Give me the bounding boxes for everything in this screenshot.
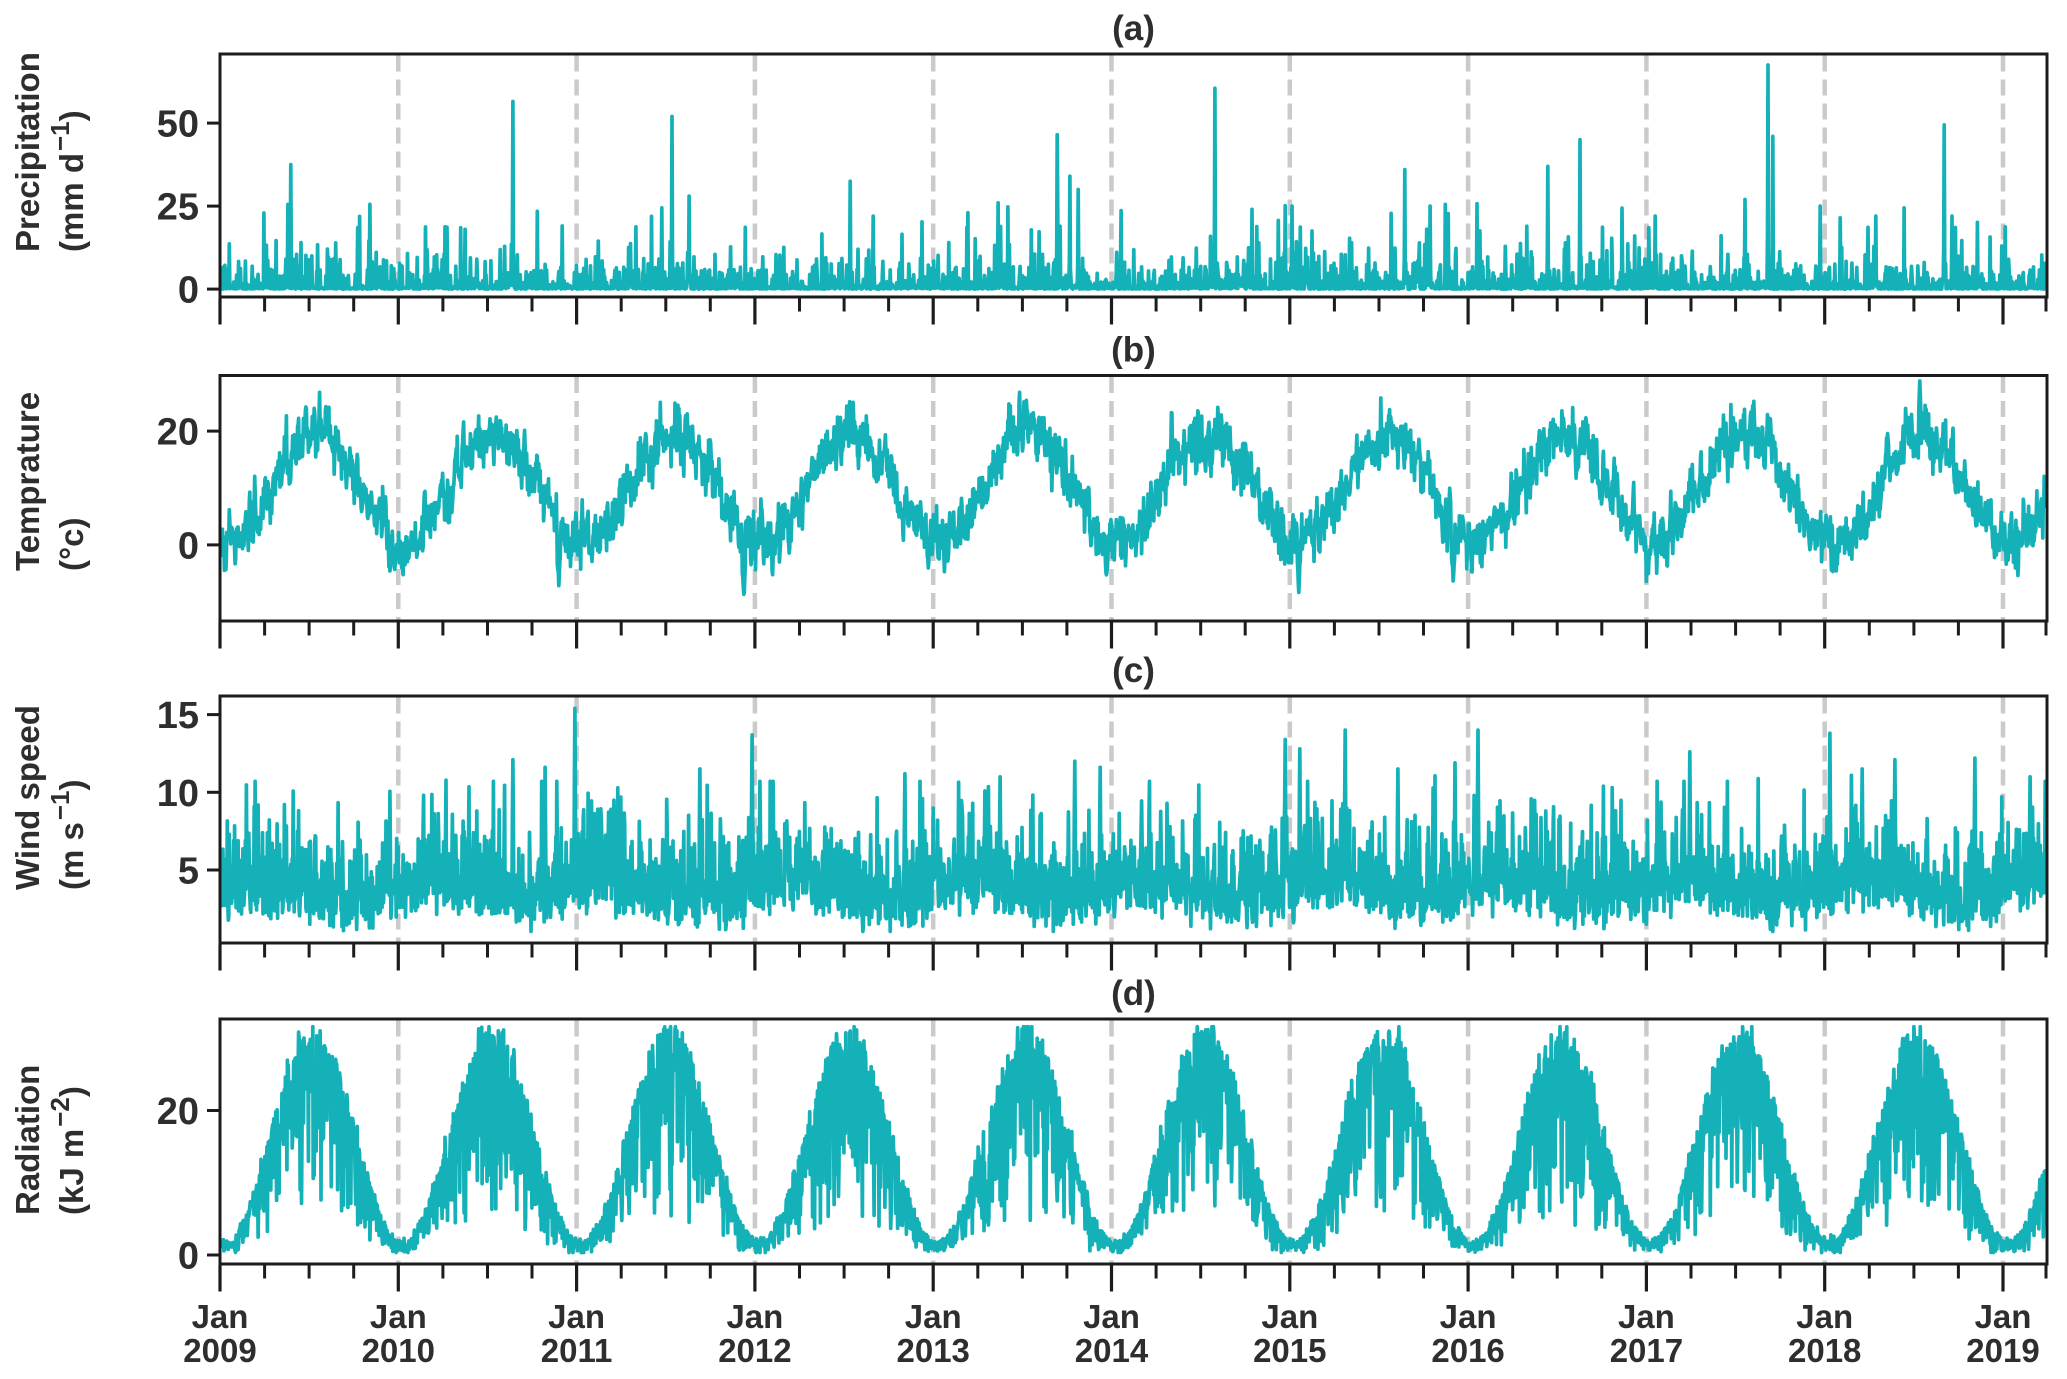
svg-text:50: 50 xyxy=(157,104,199,146)
svg-text:2014: 2014 xyxy=(1075,1332,1149,1369)
svg-text:Jan: Jan xyxy=(1261,1298,1318,1335)
svg-text:Radiation: Radiation xyxy=(9,1065,46,1215)
svg-text:(°c): (°c) xyxy=(53,517,90,571)
svg-text:2010: 2010 xyxy=(362,1332,435,1369)
svg-text:Wind speed: Wind speed xyxy=(9,705,46,890)
svg-text:25: 25 xyxy=(157,187,199,229)
svg-text:Jan: Jan xyxy=(1796,1298,1853,1335)
svg-text:(c): (c) xyxy=(1112,651,1155,690)
svg-text:2018: 2018 xyxy=(1788,1332,1861,1369)
svg-text:Jan: Jan xyxy=(1975,1298,2032,1335)
svg-text:(d): (d) xyxy=(1111,974,1156,1013)
svg-text:Jan: Jan xyxy=(1083,1298,1140,1335)
svg-text:Jan: Jan xyxy=(1618,1298,1675,1335)
svg-text:(b): (b) xyxy=(1111,331,1156,370)
svg-text:15: 15 xyxy=(157,695,199,737)
svg-text:0: 0 xyxy=(178,525,199,567)
svg-text:2011: 2011 xyxy=(541,1332,613,1369)
svg-text:2013: 2013 xyxy=(896,1332,969,1369)
svg-text:Jan: Jan xyxy=(726,1298,783,1335)
svg-text:2016: 2016 xyxy=(1431,1332,1504,1369)
svg-text:2012: 2012 xyxy=(718,1332,791,1369)
svg-text:Jan: Jan xyxy=(548,1298,605,1335)
svg-text:10: 10 xyxy=(157,773,199,815)
svg-text:0: 0 xyxy=(178,1236,199,1278)
svg-text:2015: 2015 xyxy=(1253,1332,1326,1369)
svg-text:2019: 2019 xyxy=(1966,1332,2039,1369)
svg-text:Temprature: Temprature xyxy=(9,392,46,571)
svg-text:5: 5 xyxy=(178,851,199,893)
svg-text:2009: 2009 xyxy=(183,1332,256,1369)
svg-text:0: 0 xyxy=(178,270,199,312)
svg-text:Precipitation: Precipitation xyxy=(9,52,46,252)
svg-text:20: 20 xyxy=(157,1091,199,1133)
svg-text:Jan: Jan xyxy=(1440,1298,1497,1335)
svg-text:20: 20 xyxy=(157,412,199,454)
svg-text:Jan: Jan xyxy=(905,1298,962,1335)
svg-text:2017: 2017 xyxy=(1610,1332,1683,1369)
svg-text:Jan: Jan xyxy=(192,1298,249,1335)
svg-text:(a): (a) xyxy=(1112,9,1155,48)
svg-text:Jan: Jan xyxy=(370,1298,427,1335)
